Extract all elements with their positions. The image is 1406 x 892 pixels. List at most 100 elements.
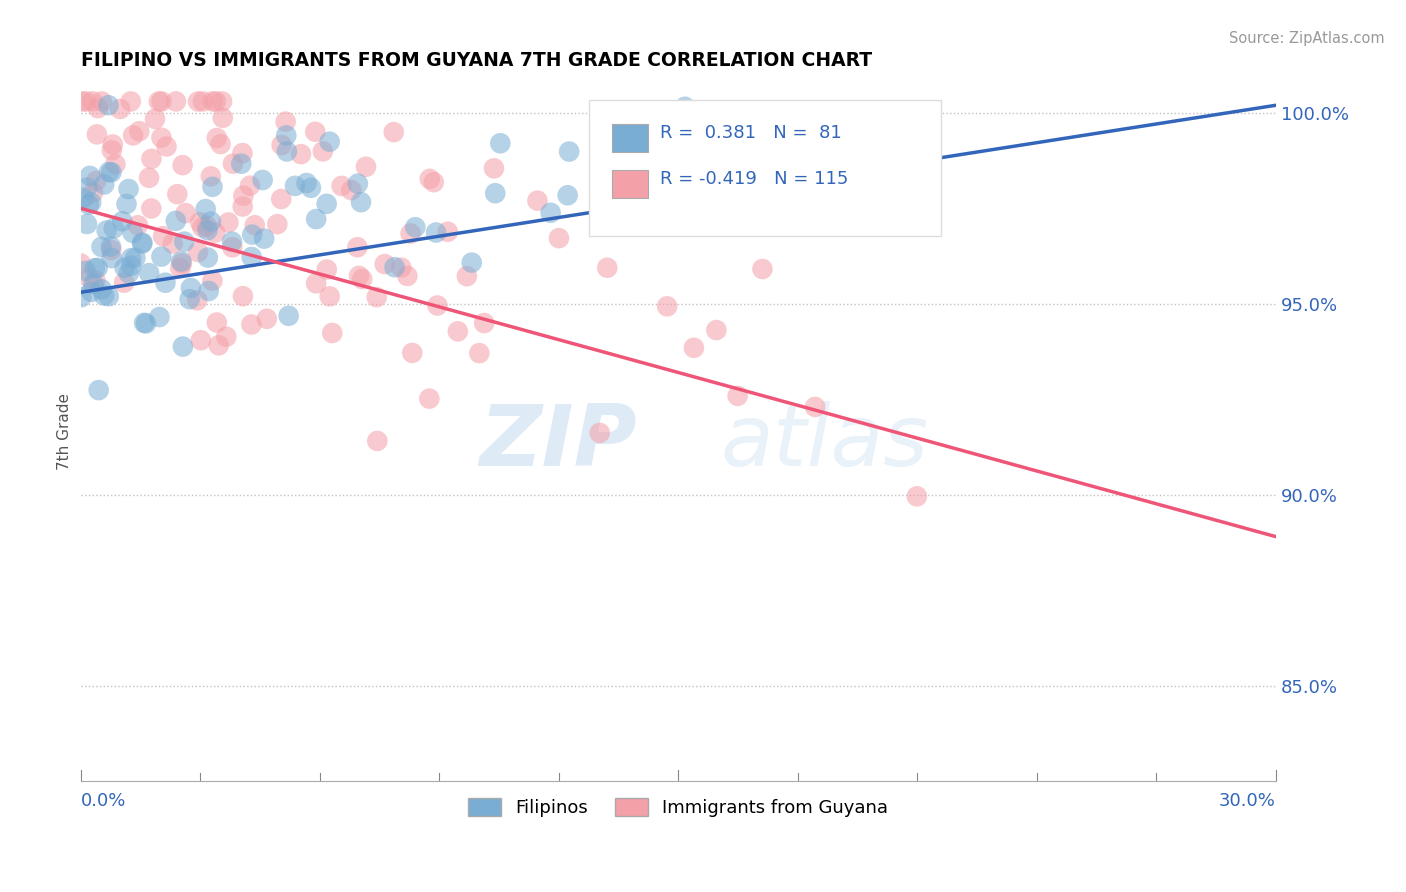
Point <box>197 251 219 265</box>
Text: 30.0%: 30.0% <box>1219 792 1277 811</box>
Point <box>215 329 238 343</box>
Point <box>540 206 562 220</box>
Point <box>366 434 388 448</box>
Point <box>90 240 112 254</box>
Point <box>472 316 495 330</box>
Point <box>194 202 217 216</box>
Point <box>299 181 322 195</box>
Point <box>211 111 233 125</box>
Point <box>211 95 233 109</box>
Point <box>76 180 98 194</box>
Point <box>366 290 388 304</box>
Point <box>174 206 197 220</box>
Point <box>232 188 254 202</box>
Point <box>240 227 263 242</box>
Point <box>354 160 377 174</box>
Point <box>200 169 222 184</box>
Point <box>120 251 142 265</box>
Point <box>905 489 928 503</box>
Point <box>143 112 166 126</box>
Point <box>231 157 253 171</box>
Point <box>727 389 749 403</box>
Point <box>276 145 298 159</box>
Point <box>253 232 276 246</box>
Point <box>152 229 174 244</box>
Point <box>131 236 153 251</box>
Point <box>100 165 122 179</box>
Point <box>173 235 195 249</box>
Point <box>489 136 512 151</box>
Point <box>266 217 288 231</box>
Point <box>340 183 363 197</box>
Point <box>79 271 101 285</box>
Point <box>706 323 728 337</box>
Point <box>141 152 163 166</box>
Point <box>77 197 100 211</box>
Point <box>295 176 318 190</box>
Text: atlas: atlas <box>720 401 928 483</box>
Point <box>217 215 239 229</box>
Text: 0.0%: 0.0% <box>80 792 127 811</box>
Point <box>90 282 112 296</box>
Point <box>401 346 423 360</box>
FancyBboxPatch shape <box>613 169 648 198</box>
Point <box>804 400 827 414</box>
Point <box>468 346 491 360</box>
Point <box>382 125 405 139</box>
Point <box>484 186 506 201</box>
Point <box>108 102 131 116</box>
Point <box>240 250 263 264</box>
Point <box>270 138 292 153</box>
Point <box>384 260 406 275</box>
Point <box>346 240 368 254</box>
Point <box>86 128 108 142</box>
Point <box>117 182 139 196</box>
Point <box>122 128 145 143</box>
Point <box>221 240 243 254</box>
Point <box>112 276 135 290</box>
Point <box>190 333 212 347</box>
Text: R = -0.419   N = 115: R = -0.419 N = 115 <box>661 169 849 187</box>
Point <box>79 169 101 183</box>
Point <box>75 95 97 109</box>
Point <box>482 161 505 176</box>
Point <box>277 309 299 323</box>
Point <box>128 124 150 138</box>
Point <box>169 261 191 276</box>
Point <box>124 251 146 265</box>
Point <box>170 254 193 268</box>
Text: FILIPINO VS IMMIGRANTS FROM GUYANA 7TH GRADE CORRELATION CHART: FILIPINO VS IMMIGRANTS FROM GUYANA 7TH G… <box>80 51 872 70</box>
Point <box>276 128 298 143</box>
Point <box>141 202 163 216</box>
Point <box>134 316 156 330</box>
Point <box>305 212 328 227</box>
Point <box>232 289 254 303</box>
Point <box>104 157 127 171</box>
Point <box>80 195 103 210</box>
Point <box>222 156 245 170</box>
Point <box>319 289 342 303</box>
Point <box>239 178 262 193</box>
Point <box>186 293 208 308</box>
Point <box>396 268 419 283</box>
Point <box>98 165 121 179</box>
Point <box>101 137 124 152</box>
Point <box>103 221 125 235</box>
Text: Source: ZipAtlas.com: Source: ZipAtlas.com <box>1229 31 1385 46</box>
Point <box>304 125 326 139</box>
Point <box>423 175 446 189</box>
Point <box>120 95 142 109</box>
Point <box>418 392 440 406</box>
Point <box>312 145 335 159</box>
Point <box>655 299 678 313</box>
Point <box>191 95 214 109</box>
Point <box>100 239 122 253</box>
Point <box>683 341 706 355</box>
Point <box>80 285 103 299</box>
Point <box>70 290 93 304</box>
Point <box>72 191 94 205</box>
Point <box>404 220 426 235</box>
Point <box>315 197 337 211</box>
Point <box>200 214 222 228</box>
Point <box>93 178 115 192</box>
